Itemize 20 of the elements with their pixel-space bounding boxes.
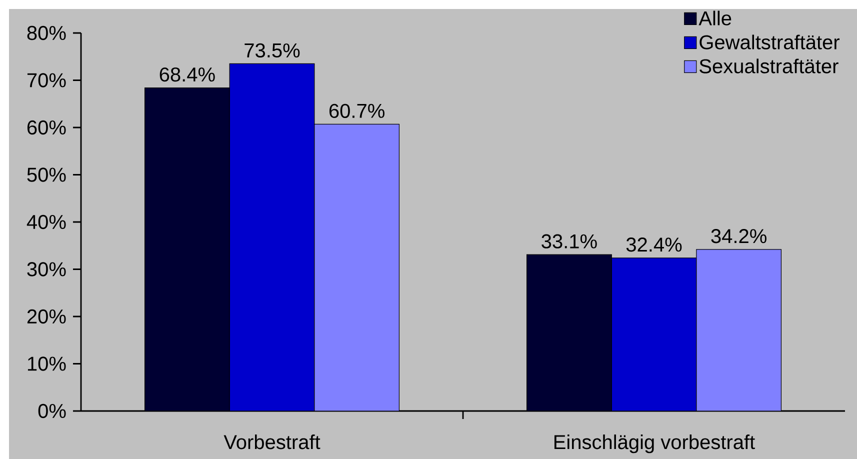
x-tick-label: Vorbestraft	[224, 434, 320, 450]
x-tick-label: Einschlägig vorbestraft	[554, 434, 755, 454]
legend-label: Sexualstraftäter	[700, 58, 838, 74]
y-tick-label: 10%	[28, 356, 66, 371]
data-label: 60.7%	[329, 104, 384, 118]
data-label: 73.5%	[244, 43, 300, 58]
y-tick-label: 30%	[27, 262, 66, 276]
y-tick-label: 60%	[27, 120, 66, 135]
legend-label: Alle	[698, 10, 732, 26]
legend-label: Gewaltstraftäter	[700, 34, 840, 50]
data-label: 68.4%	[160, 67, 215, 82]
data-label: 32.4%	[626, 238, 682, 252]
y-tick-label: 50%	[27, 168, 66, 182]
data-label: 33.1%	[542, 234, 597, 248]
y-tick-label: 40%	[26, 214, 66, 230]
data-label: 34.2%	[711, 229, 766, 244]
y-tick-label: 20%	[27, 309, 66, 324]
y-tick-label: 70%	[27, 73, 66, 88]
y-tick-label: 0%	[38, 404, 66, 418]
y-tick-label: 80%	[27, 26, 66, 40]
